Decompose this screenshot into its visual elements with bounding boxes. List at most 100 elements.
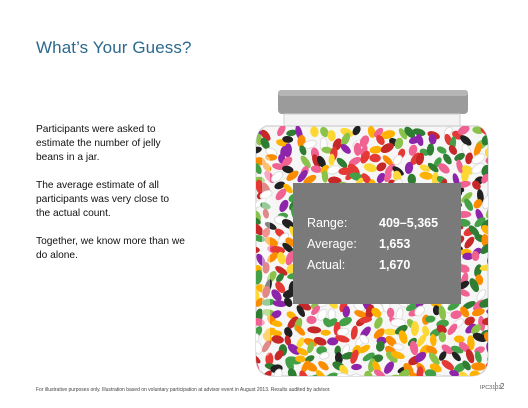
jelly-bean [313, 336, 327, 346]
jelly-bean [285, 357, 294, 371]
jelly-bean [409, 372, 420, 376]
jelly-bean [327, 337, 339, 346]
jelly-bean [260, 129, 271, 141]
jelly-bean [419, 171, 434, 180]
jelly-bean [407, 173, 417, 186]
jelly-bean [262, 340, 271, 353]
jelly-bean [414, 351, 427, 363]
jelly-bean [321, 170, 329, 183]
jelly-bean [262, 332, 273, 343]
jelly-bean [317, 308, 328, 321]
jelly-bean [385, 335, 397, 347]
jelly-bean [394, 137, 404, 150]
stat-label: Average: [307, 237, 357, 251]
jelly-bean [465, 349, 475, 364]
divider [495, 382, 496, 391]
jelly-bean [464, 198, 474, 211]
jelly-bean [438, 163, 450, 174]
jelly-bean [262, 227, 271, 238]
jelly-bean [374, 317, 383, 329]
jelly-bean [397, 369, 410, 376]
jelly-bean [482, 317, 488, 326]
jelly-bean [359, 135, 370, 148]
jelly-bean [256, 287, 260, 301]
jelly-bean [462, 252, 474, 261]
jelly-bean [432, 305, 440, 316]
jelly-bean [294, 325, 306, 336]
jelly-bean [303, 174, 317, 185]
jelly-bean [487, 270, 488, 284]
jelly-bean [362, 352, 375, 362]
jelly-bean [271, 310, 282, 319]
jelly-bean [384, 328, 397, 336]
jelly-bean [473, 199, 483, 209]
jelly-bean [283, 183, 293, 194]
jelly-bean [271, 289, 282, 302]
jelly-bean [316, 370, 327, 376]
jelly-bean [453, 335, 465, 343]
stat-value: 409–5,365 [379, 216, 439, 230]
jelly-bean [310, 126, 319, 138]
jelly-bean [472, 332, 487, 343]
jelly-bean [286, 311, 296, 319]
jelly-bean [415, 152, 425, 166]
jelly-bean [468, 225, 480, 237]
jelly-bean [318, 360, 329, 371]
jelly-bean [448, 145, 458, 155]
jelly-bean [354, 310, 368, 319]
jelly-bean [447, 323, 458, 335]
jelly-bean [471, 362, 486, 371]
jelly-bean [350, 325, 358, 340]
slide-title: What’s Your Guess? [36, 38, 192, 57]
jelly-bean [307, 341, 315, 354]
jelly-bean [256, 353, 261, 364]
jelly-bean [459, 371, 470, 376]
jelly-bean [271, 320, 283, 327]
jelly-bean [256, 163, 262, 175]
jelly-bean [471, 162, 485, 175]
jelly-bean [444, 133, 452, 146]
jelly-bean [376, 135, 385, 145]
jelly-bean [256, 370, 260, 376]
jelly-bean [350, 349, 359, 364]
jelly-bean [299, 145, 307, 156]
jelly-bean [261, 298, 275, 306]
jelly-bean [284, 327, 293, 338]
jelly-bean [262, 286, 271, 298]
jelly-bean [369, 145, 382, 154]
jelly-bean [427, 162, 439, 173]
jelly-bean [305, 355, 315, 363]
jelly-bean [351, 363, 362, 371]
jelly-bean [295, 355, 306, 363]
jelly-bean [408, 144, 418, 156]
jelly-bean [465, 152, 473, 165]
jelly-bean [285, 251, 295, 266]
jelly-bean [374, 127, 384, 138]
footnote: For illustrative purposes only. Illustra… [36, 387, 331, 393]
jelly-bean [361, 173, 372, 185]
jelly-bean [281, 156, 293, 167]
document-code: IPC3102 [480, 385, 502, 391]
jelly-bean [353, 142, 362, 156]
jelly-bean [454, 152, 465, 162]
jelly-bean [277, 126, 286, 137]
jelly-bean [376, 340, 385, 352]
body-text: Participants were asked to estimate the … [36, 123, 186, 277]
jelly-bean [256, 341, 263, 355]
jelly-bean [481, 164, 488, 176]
jelly-bean [386, 307, 395, 318]
jelly-bean [277, 251, 286, 265]
jelly-bean [284, 143, 292, 158]
jelly-bean [480, 243, 488, 254]
jelly-bean [264, 236, 278, 247]
jelly-bean [338, 316, 352, 327]
jelly-bean [426, 143, 435, 156]
jelly-bean [311, 305, 321, 316]
jelly-bean [372, 360, 381, 373]
stat-value: 1,653 [379, 237, 411, 251]
jelly-bean [327, 165, 341, 175]
jelly-bean [485, 156, 488, 165]
jelly-bean [256, 235, 266, 242]
jelly-bean [363, 163, 377, 173]
jelly-bean [256, 157, 266, 166]
